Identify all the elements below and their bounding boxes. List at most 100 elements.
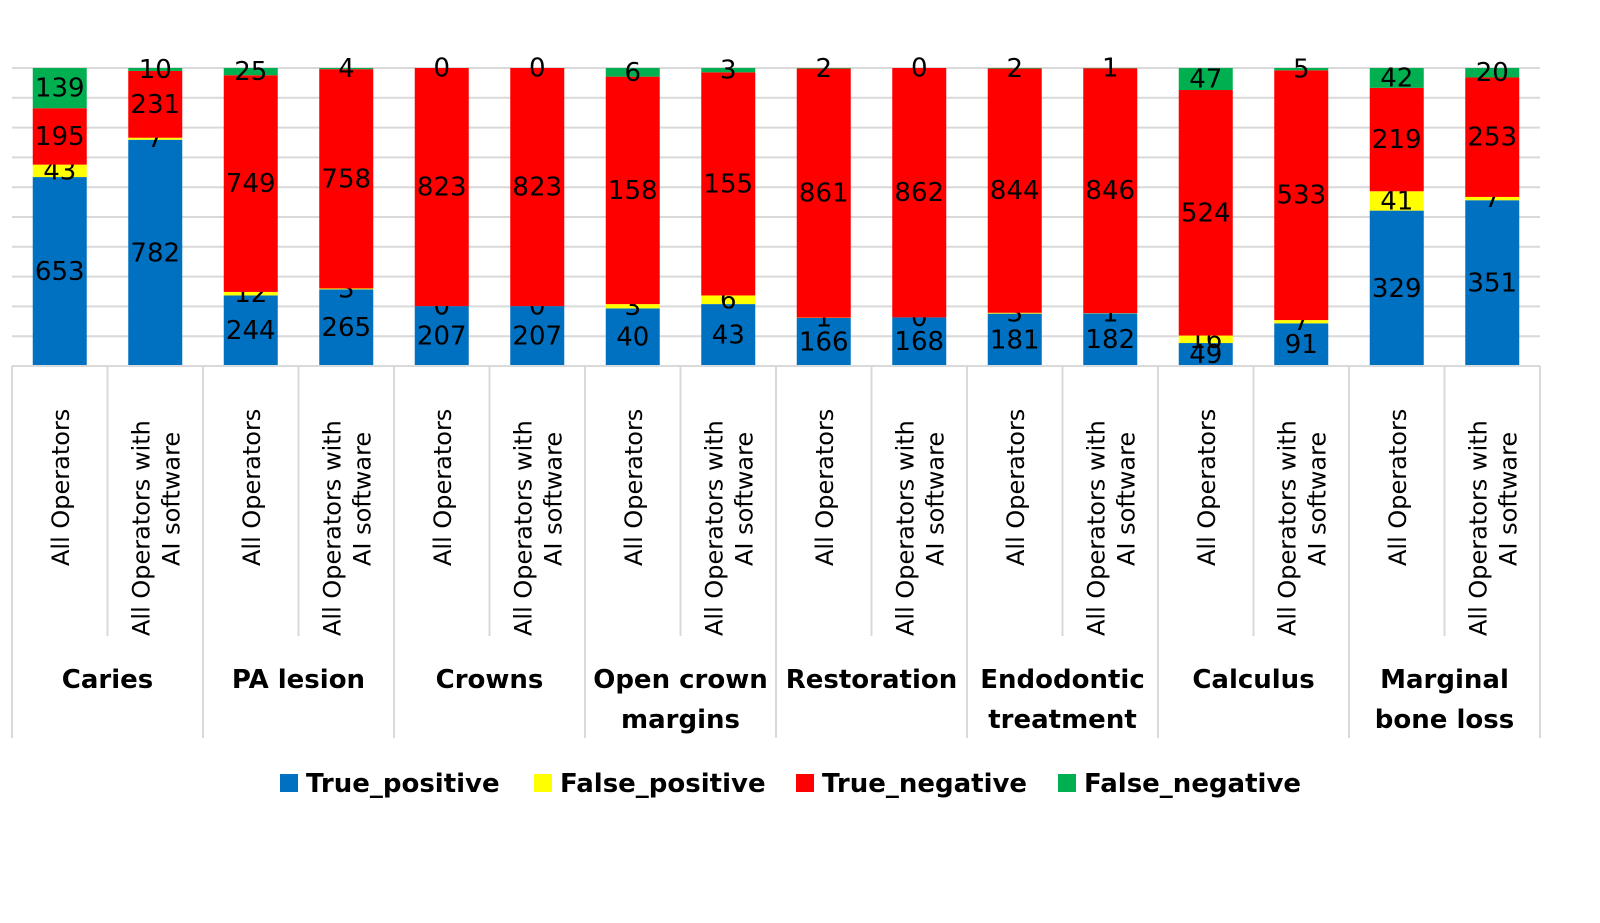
bar-segment-true-positive (892, 317, 947, 366)
bar-segment-true-negative (223, 75, 278, 292)
x-tick-label: All Operators with (318, 420, 346, 636)
data-label: 195 (35, 122, 85, 152)
data-label: 351 (1467, 269, 1517, 299)
data-label: 10 (139, 55, 172, 85)
data-label: 0 (911, 54, 928, 84)
bar-segment-true-positive (987, 313, 1042, 366)
bar-segment-true-negative (510, 68, 565, 307)
x-tick-label: AI software (1303, 432, 1331, 566)
data-label: 3 (720, 56, 737, 86)
x-tick-label: All Operators (1193, 409, 1221, 566)
data-label: 2 (815, 54, 832, 84)
x-group-label: bone loss (1375, 705, 1514, 735)
data-label: 653 (35, 257, 85, 287)
bar-segment-false-negative (1369, 68, 1424, 88)
bar-segment-true-positive (510, 306, 565, 366)
data-label: 231 (130, 90, 180, 120)
bar-segment-false-positive (987, 312, 1042, 314)
data-label: 41 (1380, 186, 1413, 216)
x-group-label: Open crown (593, 665, 768, 695)
x-tick-label: AI software (1494, 432, 1522, 566)
legend-label: False_positive (560, 769, 766, 799)
bar-segment-false-negative (605, 68, 660, 77)
bar-segment-false-negative (223, 68, 278, 76)
x-tick-label: All Operators with (1464, 420, 1492, 636)
data-label: 40 (616, 323, 649, 353)
bar-segment-false-positive (319, 288, 374, 290)
x-tick-label: All Operators with (1273, 420, 1301, 636)
x-tick-label: All Operators with (1082, 420, 1110, 636)
bar-segment-false-negative (1178, 68, 1233, 91)
x-group-label: Restoration (786, 665, 958, 695)
data-label: 1 (1102, 54, 1119, 84)
data-label: 181 (990, 325, 1040, 355)
bar-segment-false-positive (701, 295, 756, 305)
legend-swatch (796, 774, 814, 792)
x-tick-label: All Operators with (127, 420, 155, 636)
bar-segment-true-positive (32, 177, 87, 366)
data-label: 749 (226, 169, 276, 199)
bar-segment-true-negative (987, 68, 1042, 313)
x-tick-label: All Operators (811, 409, 839, 566)
x-tick-label: All Operators (429, 409, 457, 566)
bar-segment-true-negative (605, 76, 660, 305)
bar-segment-false-negative (1465, 68, 1520, 78)
legend: True_positive False_positive True_negative… (280, 769, 1301, 799)
data-label: 20 (1476, 58, 1509, 88)
bar-segment-true-negative (796, 68, 851, 318)
legend-item: False_positive (534, 769, 766, 799)
data-label: 182 (1085, 325, 1135, 355)
x-group-label: Marginal (1380, 665, 1509, 695)
legend-item: True_positive (280, 769, 500, 799)
bar-segment-false-negative (987, 68, 1042, 69)
x-tick-label: AI software (348, 432, 376, 566)
bar-segment-false-positive (605, 304, 660, 309)
x-tick-label: All Operators (1002, 409, 1030, 566)
bar-segment-true-positive (128, 139, 183, 366)
data-label: 219 (1372, 125, 1422, 155)
data-label: 862 (894, 178, 944, 208)
x-tick-label: All Operators (238, 409, 266, 566)
bar-segment-true-positive (1369, 210, 1424, 366)
bar-segment-false-positive (223, 291, 278, 296)
bar-segment-true-negative (892, 68, 947, 318)
x-group-label: treatment (988, 705, 1137, 735)
data-label: 823 (512, 173, 562, 203)
data-label: 244 (226, 316, 276, 346)
x-group-label: margins (621, 705, 740, 735)
data-label: 5 (1293, 55, 1310, 85)
data-label: 844 (990, 176, 1040, 206)
data-label: 139 (35, 74, 85, 104)
legend-item: False_negative (1058, 769, 1301, 799)
bar-segment-true-negative (1369, 87, 1424, 192)
legend-swatch (1058, 774, 1076, 792)
x-group-label: Crowns (436, 665, 544, 695)
x-tick-label: All Operators (620, 409, 648, 566)
bar-segment-false-positive (128, 137, 183, 140)
x-tick-label: All Operators with (509, 420, 537, 636)
bars: 6534319513978272311024412749252653758420… (32, 54, 1520, 370)
x-tick-label: All Operators (47, 409, 75, 566)
x-tick-label: All Operators (1384, 409, 1412, 566)
data-label: 4 (338, 54, 355, 84)
data-label: 158 (608, 176, 658, 206)
bar-segment-false-positive (1178, 335, 1233, 344)
data-label: 329 (1372, 274, 1422, 304)
bar-segment-false-negative (796, 68, 851, 69)
bar-segment-true-positive (796, 317, 851, 366)
legend-label: True_negative (822, 769, 1027, 799)
data-label: 207 (417, 322, 467, 352)
legend-item: True_negative (796, 769, 1027, 799)
legend-swatch (534, 774, 552, 792)
bar-segment-true-positive (319, 289, 374, 366)
x-tick-label: All Operators with (891, 420, 919, 636)
bar-segment-false-negative (701, 68, 756, 73)
